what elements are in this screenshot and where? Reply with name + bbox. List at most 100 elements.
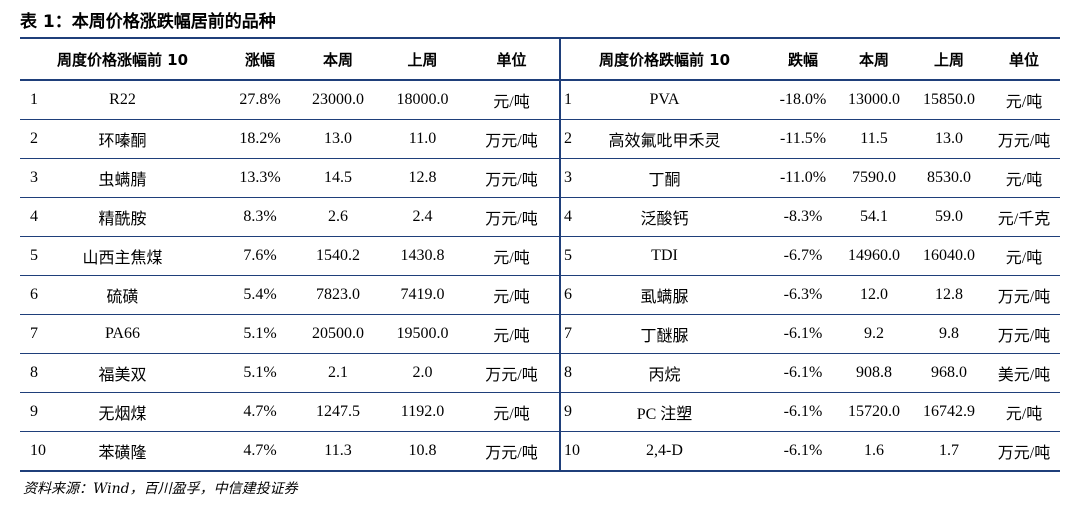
fall-product-name: TDI xyxy=(651,247,678,264)
fall-this-week: 11.5 xyxy=(838,119,910,159)
rise-rank: 9 xyxy=(30,403,38,420)
fall-last-week: 13.0 xyxy=(910,119,988,159)
fall-product-name: 2,4-D xyxy=(646,442,683,459)
fall-rank-name-cell: 4 泛酸钙 xyxy=(559,197,768,237)
rise-this-week: 11.3 xyxy=(295,431,381,472)
rise-unit: 元/吨 xyxy=(464,80,560,120)
rise-pct: 18.2% xyxy=(225,119,295,159)
fall-pct: -6.3% xyxy=(768,275,838,315)
rise-pct: 5.1% xyxy=(225,314,295,354)
header-this-week: 本周 xyxy=(295,37,381,81)
rise-product-name: 苯磺隆 xyxy=(98,445,147,462)
rise-this-week: 2.6 xyxy=(295,197,381,237)
fall-unit: 元/吨 xyxy=(988,158,1060,198)
table-title: 表 1：本周价格涨跌幅居前的品种 xyxy=(20,12,276,32)
rise-rank: 1 xyxy=(30,91,38,108)
fall-pct: -8.3% xyxy=(768,197,838,237)
table-row: 10 苯磺隆 4.7% 11.3 10.8 万元/吨 10 2,4-D -6.1% 1.6 1.7 万… xyxy=(20,431,1060,472)
rise-unit: 元/吨 xyxy=(464,275,560,315)
fall-pct: -6.1% xyxy=(768,431,838,472)
rise-rank-name-cell: 9 无烟煤 xyxy=(20,392,225,432)
fall-pct: -18.0% xyxy=(768,80,838,120)
header-rise-pct: 涨幅 xyxy=(225,37,295,81)
rise-rank: 7 xyxy=(30,325,38,342)
fall-unit: 万元/吨 xyxy=(988,431,1060,472)
fall-unit: 元/千克 xyxy=(988,197,1060,237)
rise-rank-name-cell: 8 福美双 xyxy=(20,353,225,393)
table-row: 1 R22 27.8% 23000.0 18000.0 元/吨 1 PVA -18.0% 1300… xyxy=(20,80,1060,120)
rise-rank-name-cell: 1 R22 xyxy=(20,80,225,120)
fall-pct: -6.7% xyxy=(768,236,838,276)
fall-this-week: 15720.0 xyxy=(838,392,910,432)
fall-last-week: 15850.0 xyxy=(910,80,988,120)
fall-pct: -11.5% xyxy=(768,119,838,159)
rise-pct: 5.1% xyxy=(225,353,295,393)
fall-unit: 元/吨 xyxy=(988,80,1060,120)
rise-this-week: 1247.5 xyxy=(295,392,381,432)
rise-unit: 万元/吨 xyxy=(464,353,560,393)
rise-pct: 4.7% xyxy=(225,431,295,472)
rise-product-name: 山西主焦煤 xyxy=(82,250,163,267)
rise-product-name: 虫螨腈 xyxy=(98,172,147,189)
header-fall-name: 周度价格跌幅前 10 xyxy=(559,37,768,81)
rise-product-name: 无烟煤 xyxy=(98,406,147,423)
fall-rank-name-cell: 6 虱螨脲 xyxy=(559,275,768,315)
rise-last-week: 12.8 xyxy=(381,158,464,198)
rise-unit: 万元/吨 xyxy=(464,431,560,472)
rise-product-name: PA66 xyxy=(105,325,140,342)
rise-product-name: 硫磺 xyxy=(106,289,139,306)
rise-last-week: 2.4 xyxy=(381,197,464,237)
rise-product-name: R22 xyxy=(109,91,136,108)
rise-this-week: 14.5 xyxy=(295,158,381,198)
fall-product-name: 虱螨脲 xyxy=(640,289,689,306)
rise-unit: 万元/吨 xyxy=(464,197,560,237)
price-change-table: 周度价格涨幅前 10 涨幅 本周 上周 单位 周度价格跌幅前 10 跌幅 本周 … xyxy=(20,37,1060,472)
rise-rank-name-cell: 10 苯磺隆 xyxy=(20,431,225,472)
fall-product-name: 泛酸钙 xyxy=(640,211,689,228)
fall-product-name: 高效氟吡甲禾灵 xyxy=(608,133,721,150)
rise-last-week: 2.0 xyxy=(381,353,464,393)
table-row: 3 虫螨腈 13.3% 14.5 12.8 万元/吨 3 丁酮 -11.0% 7590.0 8530… xyxy=(20,158,1060,198)
fall-unit: 万元/吨 xyxy=(988,119,1060,159)
fall-rank-name-cell: 8 丙烷 xyxy=(559,353,768,393)
fall-last-week: 16040.0 xyxy=(910,236,988,276)
fall-rank-name-cell: 5 TDI xyxy=(559,236,768,276)
rise-last-week: 7419.0 xyxy=(381,275,464,315)
fall-rank-name-cell: 2 高效氟吡甲禾灵 xyxy=(559,119,768,159)
fall-product-name: 丙烷 xyxy=(648,367,681,384)
fall-pct: -6.1% xyxy=(768,353,838,393)
fall-product-name: PVA xyxy=(649,91,680,108)
table-row: 5 山西主焦煤 7.6% 1540.2 1430.8 元/吨 5 TDI -6.7% 14960.… xyxy=(20,236,1060,276)
rise-last-week: 1430.8 xyxy=(381,236,464,276)
rise-this-week: 2.1 xyxy=(295,353,381,393)
rise-rank-name-cell: 6 硫磺 xyxy=(20,275,225,315)
fall-rank: 5 xyxy=(564,247,572,264)
fall-this-week: 1.6 xyxy=(838,431,910,472)
fall-this-week: 9.2 xyxy=(838,314,910,354)
table-row: 6 硫磺 5.4% 7823.0 7419.0 元/吨 6 虱螨脲 -6.3% 12.0 12.8 万… xyxy=(20,275,1060,315)
rise-rank: 2 xyxy=(30,130,38,147)
rise-this-week: 1540.2 xyxy=(295,236,381,276)
fall-rank: 1 xyxy=(564,91,572,108)
fall-last-week: 1.7 xyxy=(910,431,988,472)
header-unit: 单位 xyxy=(464,37,560,81)
fall-unit: 元/吨 xyxy=(988,236,1060,276)
fall-rank: 4 xyxy=(564,208,572,225)
rise-rank-name-cell: 2 环嗪酮 xyxy=(20,119,225,159)
fall-rank: 8 xyxy=(564,364,572,381)
rise-last-week: 1192.0 xyxy=(381,392,464,432)
rise-unit: 元/吨 xyxy=(464,314,560,354)
header-last-week-2: 上周 xyxy=(910,37,988,81)
fall-rank: 2 xyxy=(564,130,572,147)
fall-rank-name-cell: 9 PC 注塑 xyxy=(559,392,768,432)
rise-rank: 3 xyxy=(30,169,38,186)
rise-rank: 4 xyxy=(30,208,38,225)
rise-product-name: 环嗪酮 xyxy=(98,133,147,150)
table-body: 1 R22 27.8% 23000.0 18000.0 元/吨 1 PVA -18.0% 1300… xyxy=(20,80,1060,472)
fall-last-week: 8530.0 xyxy=(910,158,988,198)
rise-this-week: 20500.0 xyxy=(295,314,381,354)
fall-last-week: 16742.9 xyxy=(910,392,988,432)
rise-last-week: 10.8 xyxy=(381,431,464,472)
rise-pct: 4.7% xyxy=(225,392,295,432)
fall-this-week: 908.8 xyxy=(838,353,910,393)
